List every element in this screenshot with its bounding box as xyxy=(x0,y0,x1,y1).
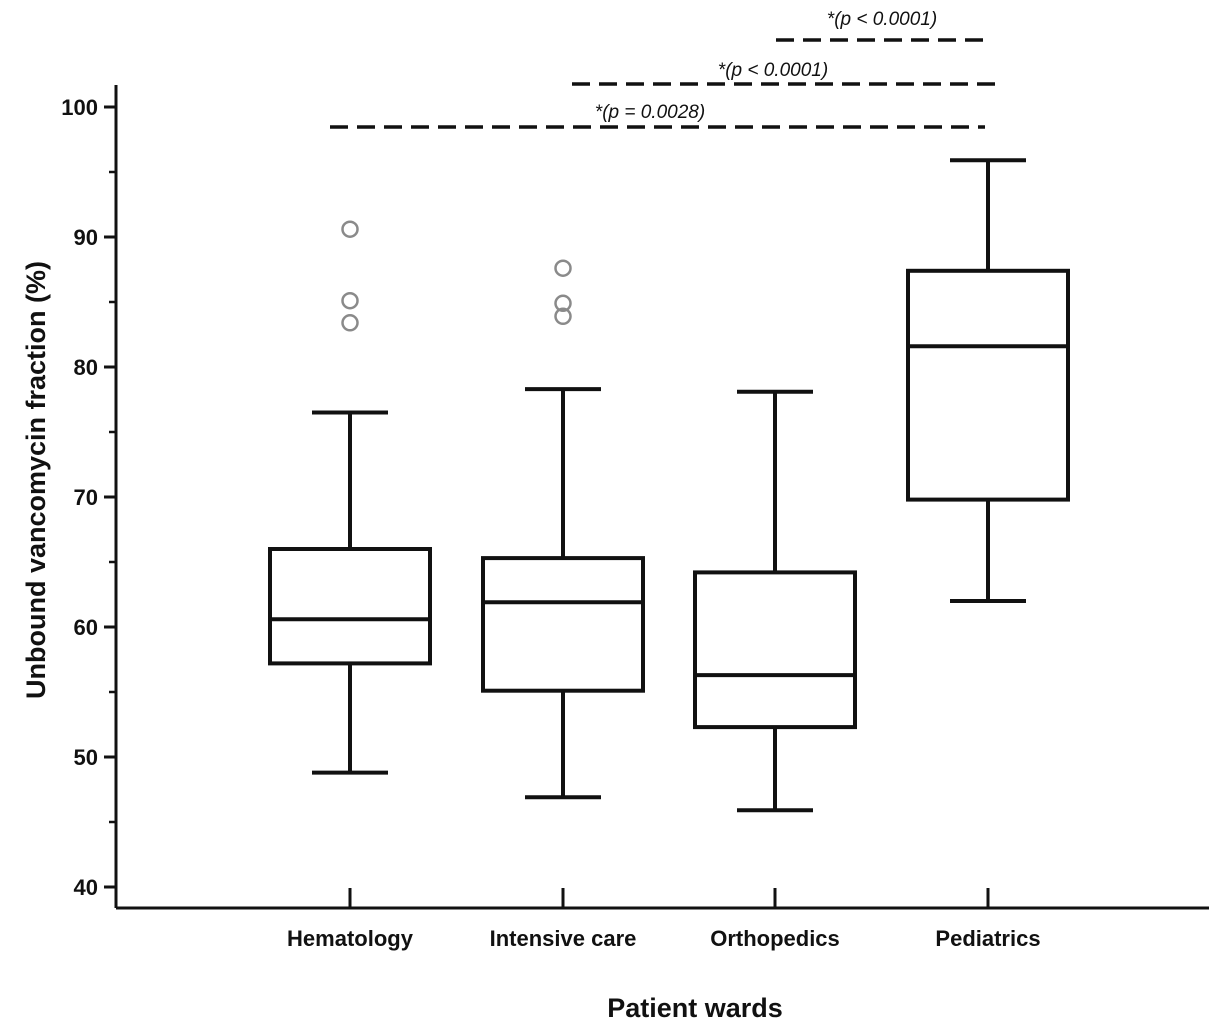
x-tick-label: Pediatrics xyxy=(935,926,1040,951)
box-orthopedics xyxy=(693,389,857,813)
interquartile-box xyxy=(481,556,645,693)
outlier-point xyxy=(554,294,572,313)
interquartile-box xyxy=(268,547,432,666)
outlier-point xyxy=(554,307,572,326)
x-tick-label: Intensive care xyxy=(490,926,637,951)
outlier-point xyxy=(341,291,359,310)
significance-annotations: *(p = 0.0028) *(p < 0.0001) *(p < 0.0001) xyxy=(330,9,1003,129)
box-hematology xyxy=(268,220,432,775)
x-tick-label: Orthopedics xyxy=(710,926,840,951)
axes: 40 50 60 70 80 90 100 Hematology Intensive care O… xyxy=(61,85,1209,951)
boxes xyxy=(268,158,1070,813)
box-intensive-care xyxy=(481,259,645,800)
outlier-point xyxy=(341,314,359,332)
box-pediatrics xyxy=(906,158,1070,603)
x-axis-label: Patient wards xyxy=(607,993,783,1023)
y-tick-label: 100 xyxy=(61,95,98,120)
significance-label: *(p < 0.0001) xyxy=(718,60,828,81)
significance-bracket: *(p < 0.0001) xyxy=(572,60,1003,86)
y-tick-label: 70 xyxy=(74,485,98,510)
y-tick-label: 40 xyxy=(74,875,98,900)
interquartile-box xyxy=(693,570,857,730)
y-tick-label: 50 xyxy=(74,745,98,770)
significance-label: *(p < 0.0001) xyxy=(827,9,937,30)
y-axis-label: Unbound vancomycin fraction (%) xyxy=(21,261,51,699)
y-tick-label: 60 xyxy=(74,615,98,640)
outlier-point xyxy=(554,259,572,277)
significance-bracket: *(p = 0.0028) xyxy=(330,102,985,129)
outlier-point xyxy=(341,220,359,238)
significance-bracket: *(p < 0.0001) xyxy=(776,9,990,42)
interquartile-box xyxy=(906,268,1070,502)
x-tick-label: Hematology xyxy=(287,926,414,951)
y-tick-label: 80 xyxy=(74,355,98,380)
y-tick-label: 90 xyxy=(74,225,98,250)
significance-label: *(p = 0.0028) xyxy=(595,102,705,123)
